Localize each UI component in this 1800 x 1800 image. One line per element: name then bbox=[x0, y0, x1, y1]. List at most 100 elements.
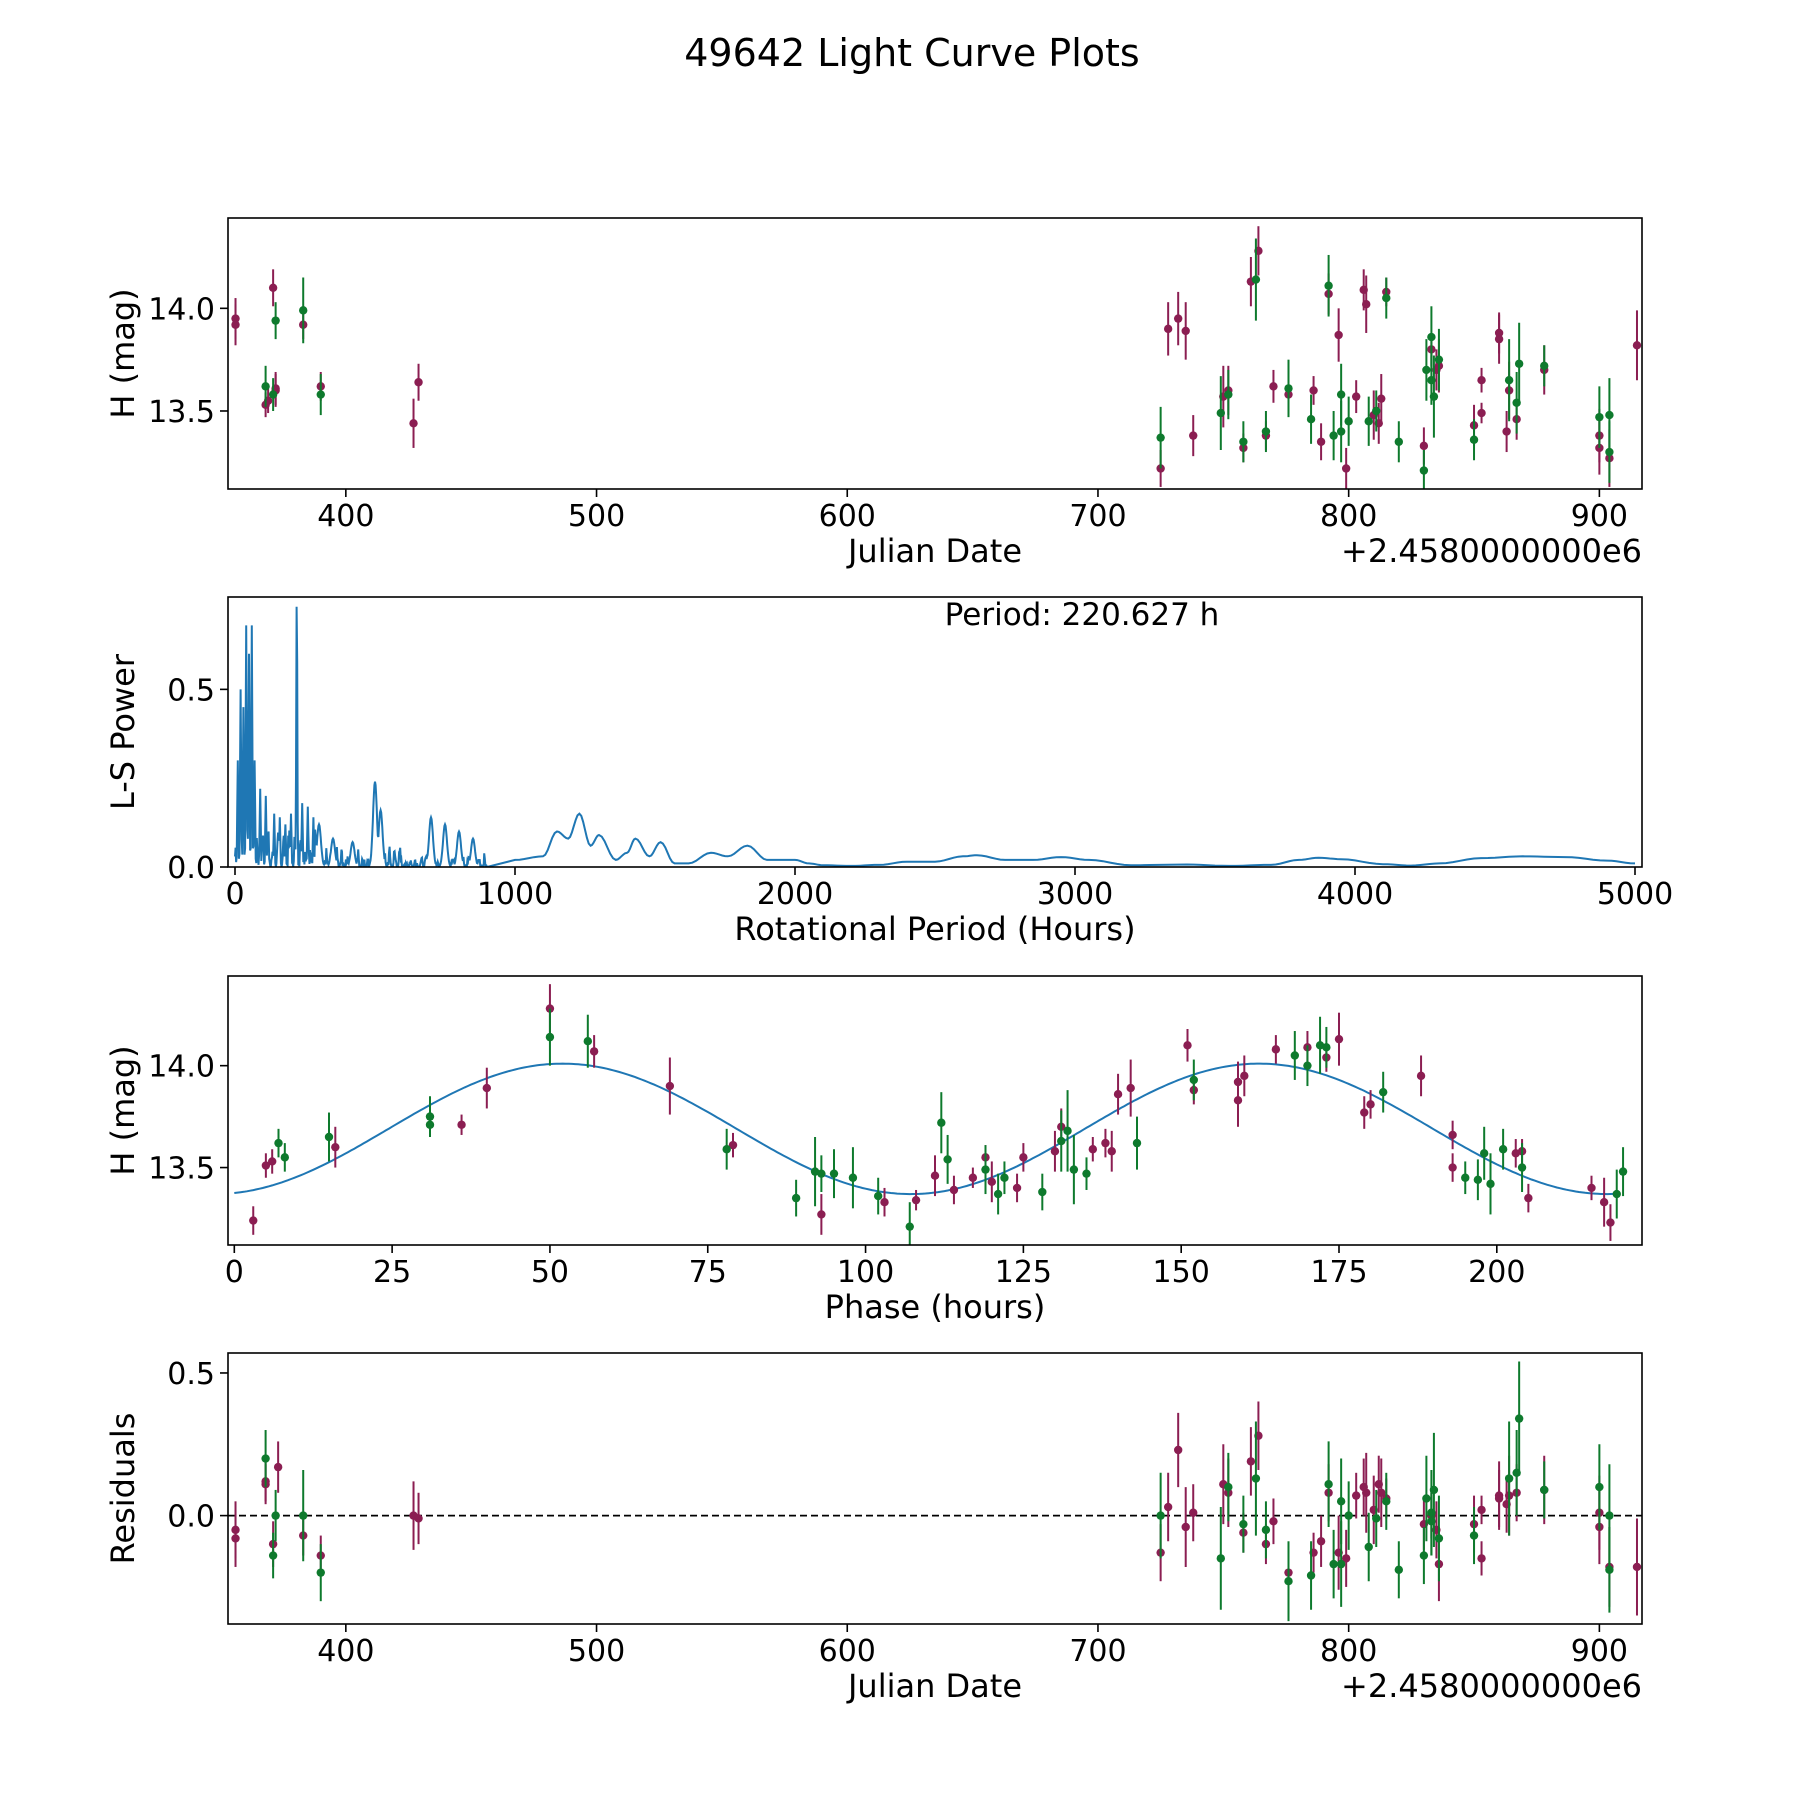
data-point bbox=[1329, 1559, 1338, 1569]
data-point bbox=[1419, 1551, 1429, 1560]
data-point bbox=[1382, 293, 1391, 303]
model-curve bbox=[234, 1062, 1617, 1196]
data-point bbox=[728, 1140, 738, 1150]
data-point bbox=[1504, 1474, 1514, 1483]
data-point bbox=[1448, 1130, 1457, 1140]
data-point bbox=[268, 1551, 278, 1560]
plot-area-ls bbox=[234, 606, 1636, 867]
data-point bbox=[1587, 1183, 1596, 1193]
data-point bbox=[1306, 1571, 1316, 1580]
data-point bbox=[665, 1081, 675, 1091]
data-point bbox=[1315, 1041, 1325, 1050]
axes-frame-resid bbox=[227, 1352, 1643, 1625]
data-point bbox=[457, 1120, 466, 1129]
data-point bbox=[810, 1167, 820, 1176]
y-tick-label: 0.0 bbox=[167, 851, 215, 886]
x-tick-label: 0 bbox=[225, 877, 244, 912]
data-point bbox=[299, 306, 308, 315]
data-point bbox=[880, 1198, 889, 1207]
x-tick-label: 75 bbox=[689, 1255, 727, 1290]
data-point bbox=[1163, 1502, 1173, 1512]
x-tick-label: 700 bbox=[1069, 499, 1126, 534]
data-point bbox=[261, 1454, 270, 1463]
x-tick-label: 125 bbox=[995, 1255, 1052, 1290]
y-tick-label: 13.5 bbox=[148, 395, 215, 430]
data-point bbox=[1316, 1537, 1326, 1546]
data-point bbox=[791, 1193, 801, 1203]
data-point bbox=[1334, 330, 1343, 340]
data-point bbox=[1605, 1511, 1614, 1520]
data-point bbox=[1382, 1497, 1391, 1506]
x-tick-label: 25 bbox=[373, 1255, 411, 1290]
data-point bbox=[1372, 1514, 1381, 1523]
data-point bbox=[1334, 1034, 1344, 1044]
data-point bbox=[1224, 390, 1233, 399]
series-band-magenta bbox=[231, 226, 1642, 489]
data-point bbox=[1514, 1414, 1524, 1423]
data-point bbox=[1251, 275, 1261, 284]
plot-area-phase bbox=[234, 984, 1628, 1245]
data-point bbox=[268, 390, 278, 399]
series-band-green bbox=[261, 238, 1614, 489]
data-point bbox=[1038, 1187, 1047, 1197]
data-point bbox=[1605, 1565, 1614, 1575]
data-point bbox=[331, 1142, 340, 1152]
data-point bbox=[1261, 427, 1271, 436]
data-point bbox=[1183, 1041, 1192, 1050]
x-axis-label: Phase (hours) bbox=[825, 1288, 1046, 1326]
panel-phase: 0 25 50 75 100 125 150 175 200 13.5 14.0 Phase (hou… bbox=[104, 975, 1643, 1326]
data-point bbox=[1394, 1565, 1404, 1575]
x-tick-label: 100 bbox=[837, 1255, 894, 1290]
y-axis-label: H (mag) bbox=[104, 1045, 142, 1175]
data-point bbox=[268, 283, 278, 293]
data-point bbox=[1606, 1218, 1615, 1227]
data-point bbox=[1261, 1525, 1271, 1535]
x-tick-label: 700 bbox=[1069, 1634, 1126, 1669]
data-point bbox=[1088, 1145, 1098, 1154]
data-point bbox=[1419, 466, 1429, 475]
x-tick-label: 175 bbox=[1310, 1255, 1367, 1290]
data-point bbox=[316, 390, 325, 399]
data-point bbox=[1394, 437, 1404, 446]
data-point bbox=[1366, 1100, 1375, 1109]
x-tick-label: 200 bbox=[1468, 1255, 1525, 1290]
data-point bbox=[1251, 1474, 1261, 1483]
data-point bbox=[1351, 1491, 1361, 1500]
data-point bbox=[1284, 384, 1293, 393]
x-tick-label: 800 bbox=[1320, 1634, 1377, 1669]
data-point bbox=[1514, 359, 1524, 368]
data-point bbox=[1448, 1163, 1457, 1172]
data-point bbox=[1504, 375, 1514, 385]
data-point bbox=[1216, 1554, 1226, 1563]
data-point bbox=[1189, 431, 1198, 440]
data-point bbox=[482, 1083, 492, 1093]
data-point bbox=[1632, 341, 1642, 350]
x-offset-text: +2.4580000000e6 bbox=[1341, 1667, 1642, 1705]
x-tick-label: 2000 bbox=[757, 877, 833, 912]
data-point bbox=[987, 1177, 997, 1187]
data-point bbox=[589, 1047, 599, 1056]
data-point bbox=[1364, 1542, 1373, 1552]
x-tick-label: 900 bbox=[1571, 1634, 1628, 1669]
data-point bbox=[911, 1195, 921, 1205]
data-point bbox=[1246, 1457, 1256, 1466]
data-point bbox=[1416, 1071, 1426, 1081]
data-point bbox=[1477, 375, 1486, 385]
data-point bbox=[1502, 427, 1511, 436]
data-point bbox=[1540, 361, 1549, 371]
data-point bbox=[249, 1216, 258, 1225]
x-axis-label: Julian Date bbox=[846, 532, 1022, 570]
x-tick-label: 400 bbox=[317, 1634, 374, 1669]
data-point bbox=[1427, 332, 1436, 342]
y-tick-label: 14.0 bbox=[148, 1050, 215, 1085]
periodogram-line bbox=[234, 606, 1636, 867]
y-tick-label: 0.5 bbox=[167, 1357, 215, 1392]
data-point bbox=[1434, 355, 1444, 364]
panel-ls: Period: 220.627 h 0 1000 2000 3000 4000 5000 0.… bbox=[104, 596, 1673, 948]
data-point bbox=[981, 1165, 990, 1174]
y-tick-label: 14.0 bbox=[148, 292, 215, 327]
data-point bbox=[1477, 408, 1486, 418]
data-point bbox=[1324, 1480, 1333, 1489]
data-point bbox=[1434, 1534, 1444, 1543]
x-tick-label: 500 bbox=[568, 499, 625, 534]
